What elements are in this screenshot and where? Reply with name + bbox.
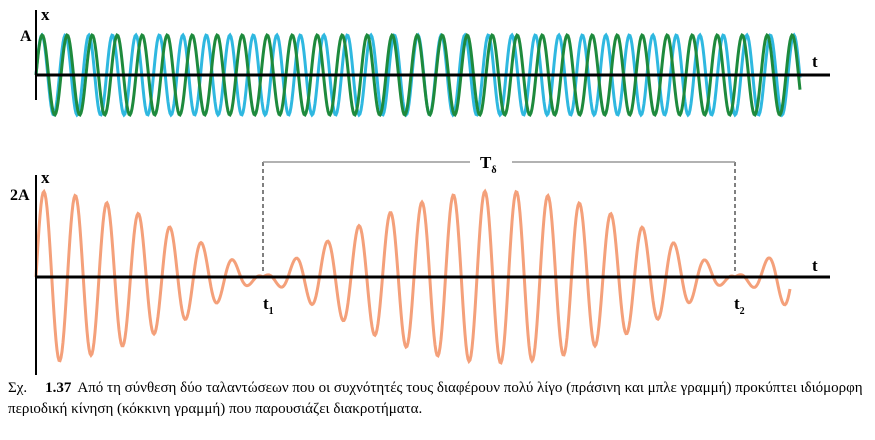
figure-caption: Σχ. 1.37 Από τη σύνθεση δύο ταλαντώσεων πο… <box>8 378 870 420</box>
bottom-x-axis-label: t <box>812 256 818 275</box>
beats-figure: x t A Tδ x t 2A t1 t2 <box>10 5 830 375</box>
top-plot: x t A <box>20 5 830 118</box>
bottom-plot: Tδ x t 2A t1 t2 <box>10 153 830 375</box>
period-label: Tδ <box>480 153 497 176</box>
t2-label: t2 <box>734 294 745 317</box>
caption-figure-number: 1.37 <box>45 380 72 396</box>
caption-prefix: Σχ. <box>8 380 28 396</box>
bottom-y-axis-label: x <box>41 168 50 187</box>
bottom-amplitude-label: 2A <box>10 187 30 204</box>
top-y-axis-label: x <box>41 5 50 24</box>
top-x-axis-label: t <box>812 52 818 71</box>
t1-label: t1 <box>263 294 274 317</box>
green-oscillation-curve <box>34 32 802 118</box>
top-amplitude-label: A <box>20 28 32 45</box>
beat-oscillation-curve <box>34 188 792 365</box>
caption-text: Από τη σύνθεση δύο ταλαντώσεων που οι συ… <box>8 380 863 417</box>
